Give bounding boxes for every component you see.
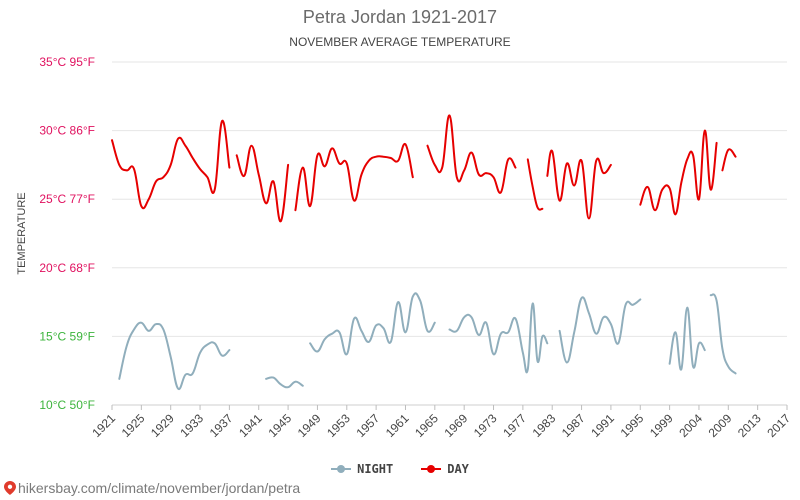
x-tick-label: 1983: [530, 411, 559, 440]
y-axis-title: TEMPERATURE: [16, 192, 28, 274]
legend-item-day[interactable]: DAY: [421, 462, 469, 476]
y-tick-label: 10°C 50°F: [39, 398, 95, 412]
x-tick-label: 1991: [588, 411, 617, 440]
x-tick-label: 2017: [764, 411, 793, 440]
source-link[interactable]: hikersbay.com/climate/november/jordan/pe…: [4, 480, 300, 496]
source-text: hikersbay.com/climate/november/jordan/pe…: [18, 480, 301, 496]
x-tick-label: 2004: [676, 411, 705, 440]
x-tick-label: 2009: [706, 411, 735, 440]
chart-subtitle: NOVEMBER AVERAGE TEMPERATURE: [289, 35, 511, 49]
x-tick-label: 1925: [119, 411, 148, 440]
x-tick-label: 1941: [236, 411, 265, 440]
x-tick-label: 1937: [207, 411, 236, 440]
x-tick-label: 1933: [177, 411, 206, 440]
day-series-line: [235, 144, 290, 223]
x-tick-label: 1957: [353, 411, 382, 440]
night-series-line: [118, 321, 231, 391]
night-series-line: [668, 306, 706, 371]
night-series-line: [709, 293, 737, 375]
x-tick-label: 1969: [442, 411, 471, 440]
x-tick-label: 1973: [471, 411, 500, 440]
y-tick-label: 30°C 86°F: [39, 124, 95, 138]
x-tick-label: 1949: [295, 411, 324, 440]
y-tick-label: 35°C 95°F: [39, 55, 95, 69]
legend-day-label: DAY: [447, 462, 469, 476]
night-series-line: [309, 292, 436, 356]
day-series-line: [546, 149, 612, 220]
day-series-line: [426, 114, 517, 194]
map-pin-icon: [4, 481, 16, 495]
night-series-line: [265, 376, 304, 389]
legend-night-swatch-icon: [331, 464, 352, 474]
x-tick-label: 1921: [89, 411, 118, 440]
y-tick-label: 25°C 77°F: [39, 192, 95, 206]
night-series-line: [558, 296, 642, 364]
day-series-line: [721, 148, 737, 172]
legend-day-swatch-icon: [421, 464, 442, 474]
day-series-line: [111, 119, 231, 210]
x-tick-label: 1953: [324, 411, 353, 440]
x-tick-label: 1999: [647, 411, 676, 440]
x-tick-label: 1995: [618, 411, 647, 440]
y-tick-label: 15°C 59°F: [39, 329, 95, 343]
legend-item-night[interactable]: NIGHT: [331, 462, 393, 476]
legend-night-label: NIGHT: [357, 462, 394, 476]
x-tick-label: 1987: [559, 411, 588, 440]
x-tick-label: 1977: [500, 411, 529, 440]
y-tick-label: 20°C 68°F: [39, 261, 95, 275]
day-series-line: [526, 158, 544, 211]
x-tick-label: 1965: [412, 411, 441, 440]
chart-title: Petra Jordan 1921-2017: [302, 7, 498, 27]
x-tick-label: 1961: [383, 411, 412, 440]
day-series-line: [294, 142, 414, 212]
x-tick-label: 1929: [148, 411, 177, 440]
x-tick-label: 1945: [265, 411, 294, 440]
day-series-line: [639, 129, 718, 216]
night-series-line: [448, 302, 549, 374]
x-tick-label: 2013: [735, 411, 764, 440]
chart-legend: NIGHT DAY: [0, 462, 800, 476]
